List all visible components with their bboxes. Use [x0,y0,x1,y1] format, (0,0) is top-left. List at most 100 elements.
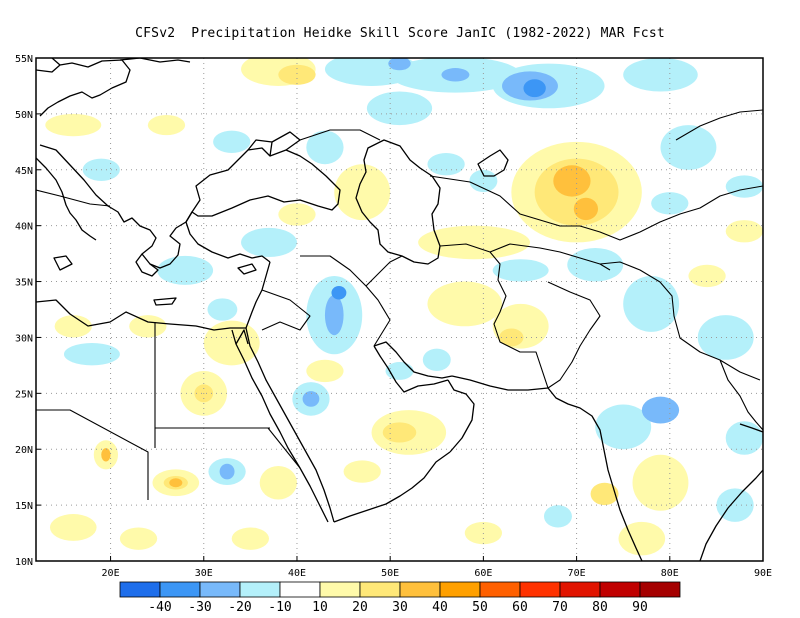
gulf-of-finland [139,58,191,63]
baltic-coast [36,59,131,117]
skill-patch-10 [306,130,344,165]
x-tick-label: 60E [474,568,492,579]
y-tick-label: 20N [15,445,33,456]
skill-patch-30 [331,286,347,300]
skill-patch-66 [49,514,97,541]
skill-patch-65 [259,465,297,500]
skill-patch-48 [306,359,344,383]
map-axis-ticks: 20E 30E 40E 50E 60E 70E 80E 90E 55N 50N 45N 40N 35N 3… [15,54,772,579]
skill-patch-47 [343,460,381,483]
skill-patch-37 [203,320,260,366]
skill-patch-60 [618,521,666,556]
levant-coast [245,261,271,329]
skill-patch-76 [54,315,92,338]
y-tick-label: 40N [15,222,33,233]
skill-patch-22 [45,113,102,137]
aral-sea [477,149,509,177]
x-tick-label: 80E [661,568,679,579]
skill-patch-62 [716,488,754,522]
skill-patch-29 [324,294,344,336]
y-tick-label: 10N [15,557,33,568]
x-tick-label: 70E [568,568,586,579]
colorbar-label: 90 [632,600,648,615]
italy-coast [36,157,97,241]
skill-patch-46 [382,422,417,443]
makran-coast [451,375,549,391]
x-tick-label: 50E [381,568,399,579]
colorbar-label: 10 [312,600,328,615]
skill-patch-55 [697,315,754,360]
colorbar-swatch [199,581,241,598]
skill-patch-52 [567,248,624,282]
black-sea-coast [191,147,341,217]
skill-patch-23 [147,115,186,136]
colorbar-swatch [119,581,161,598]
india-east-coast [699,469,763,561]
libya-egypt-coast [36,299,246,331]
skill-patch-32 [302,391,320,407]
borders [36,109,763,500]
skill-patch-59 [632,454,689,511]
caspian-sea [355,139,441,265]
skill-patch-16 [553,165,591,197]
y-tick-label: 15N [15,501,33,512]
x-tick-label: 40E [288,568,306,579]
sicily [53,255,73,271]
colorbar-swatch [599,581,641,598]
skill-patch-61 [590,482,619,506]
x-tick-label: 90E [754,568,772,579]
colorbar-swatch [399,581,441,598]
balkans-coast [39,144,193,269]
sinai [235,329,249,345]
red-sea-east [245,327,335,523]
colorbar-label: -30 [188,600,211,615]
skill-patch-70 [543,505,572,528]
skill-patch-4 [523,79,546,98]
skill-patch-49 [427,281,503,327]
map-title: CFSv2 Precipitation Heidke Skill Score J… [135,26,665,41]
crete [153,297,177,306]
skill-patch-58 [725,421,763,455]
colorbar-swatch [639,581,681,598]
y-tick-label: 30N [15,333,33,344]
skill-patch-53 [492,259,549,282]
skill-patch-8 [660,125,717,170]
oman-coast [447,379,475,453]
colorbar-swatch [479,581,521,598]
skill-patch-26 [157,255,214,285]
cyprus [237,263,257,275]
colorbar-swatch [319,581,361,598]
crimea [247,139,273,157]
skill-patch-44 [101,448,111,462]
x-tick-label: 20E [102,568,120,579]
skill-patch-63 [422,348,451,371]
colorbar-swatch [519,581,561,598]
colorbar-swatch [559,581,601,598]
skill-patch-27 [241,227,297,257]
y-tick-label: 25N [15,389,33,400]
anatolia-south-coast [185,211,271,263]
skill-patch-20 [725,220,763,243]
colorbar-label: 80 [592,600,608,615]
y-tick-label: 50N [15,110,33,121]
skill-patch-36 [207,298,238,321]
persian-gulf-south [373,345,449,393]
y-tick-label: 55N [15,54,33,65]
colorbar-swatch [439,581,481,598]
skill-patch-56 [595,404,652,450]
arabia-south-coast [333,451,451,523]
bay-of-bengal [739,423,763,433]
colorbar-label: -40 [148,600,171,615]
skill-score-shading [45,58,763,556]
colorbar-label: 20 [352,600,368,615]
greece-peloponnese [135,253,159,277]
skill-patch-42 [169,478,183,488]
skill-patch-71 [427,153,465,176]
skill-patch-34 [219,463,235,480]
skill-patch-67 [119,527,158,550]
skill-patch-57 [641,396,680,424]
colorbar-label: -20 [228,600,251,615]
skill-patch-74 [688,264,726,288]
skill-patch-7 [623,58,698,92]
